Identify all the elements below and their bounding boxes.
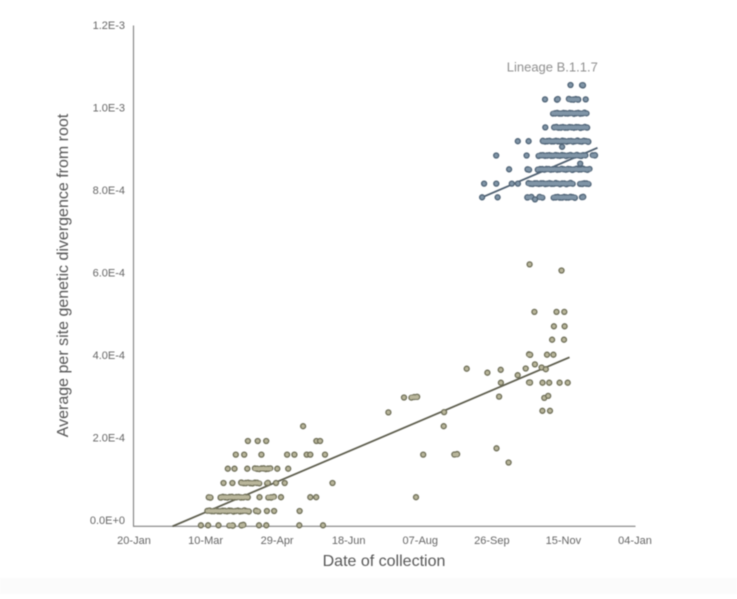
svg-text:26-Sep: 26-Sep xyxy=(474,535,509,547)
svg-text:8.0E-4: 8.0E-4 xyxy=(93,185,125,197)
svg-text:2.0E-4: 2.0E-4 xyxy=(93,432,125,444)
svg-text:29-Apr: 29-Apr xyxy=(261,535,294,547)
svg-text:1.2E-3: 1.2E-3 xyxy=(93,20,125,32)
svg-text:4.0E-4: 4.0E-4 xyxy=(93,350,125,362)
svg-text:1.0E-3: 1.0E-3 xyxy=(93,102,125,114)
svg-text:18-Jun: 18-Jun xyxy=(332,535,366,547)
svg-text:Date of collection: Date of collection xyxy=(323,553,446,570)
svg-text:0.0E+0: 0.0E+0 xyxy=(90,515,125,527)
svg-text:10-Mar: 10-Mar xyxy=(188,535,223,547)
svg-text:Lineage B.1.1.7: Lineage B.1.1.7 xyxy=(507,60,598,75)
svg-text:15-Nov: 15-Nov xyxy=(546,535,582,547)
svg-text:04-Jan: 04-Jan xyxy=(618,535,652,547)
svg-text:Average per site genetic diver: Average per site genetic divergence from… xyxy=(55,113,72,437)
svg-text:6.0E-4: 6.0E-4 xyxy=(93,267,125,279)
svg-text:20-Jan: 20-Jan xyxy=(117,535,151,547)
svg-text:07-Aug: 07-Aug xyxy=(403,535,438,547)
